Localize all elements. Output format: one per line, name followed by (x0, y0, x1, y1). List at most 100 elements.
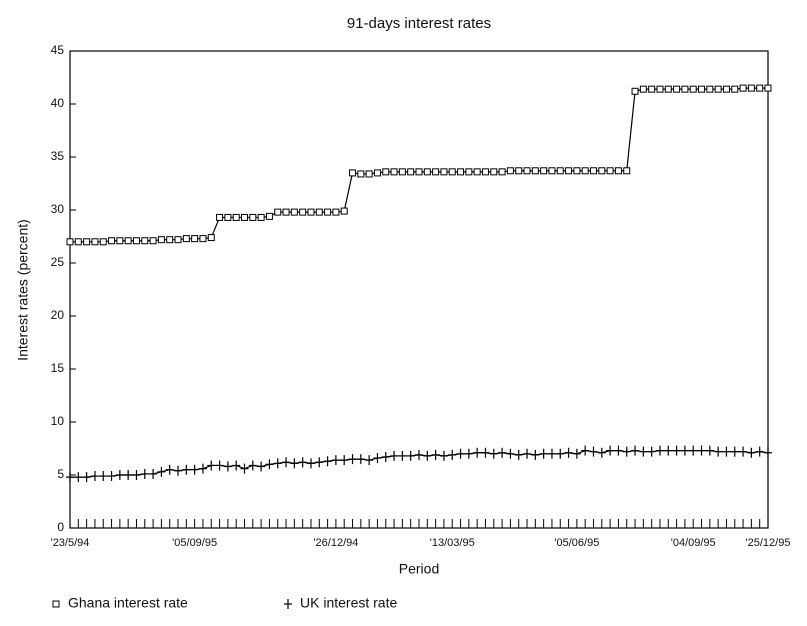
data-point (572, 448, 581, 459)
data-point (223, 461, 232, 472)
data-point (623, 167, 631, 175)
data-point (481, 447, 490, 458)
data-point (664, 445, 673, 456)
data-point (149, 468, 158, 479)
data-point (398, 450, 407, 461)
data-point (647, 446, 656, 457)
data-point (124, 237, 132, 245)
data-point (590, 167, 597, 175)
data-point (207, 234, 215, 242)
data-point (705, 445, 714, 456)
data-point (215, 460, 224, 471)
series-line (70, 87, 768, 243)
data-point (216, 213, 224, 221)
data-point (756, 84, 764, 92)
data-point (349, 169, 357, 177)
data-point (174, 236, 182, 244)
data-point (722, 446, 731, 457)
data-point (290, 208, 298, 216)
data-point (124, 470, 133, 480)
data-point (248, 460, 257, 471)
data-point (66, 472, 74, 483)
data-point (448, 168, 456, 176)
data-point (332, 208, 340, 216)
data-point (91, 238, 99, 246)
data-point (390, 450, 399, 461)
data-point (698, 85, 706, 93)
data-point (439, 450, 448, 461)
data-point (689, 85, 697, 93)
data-point (165, 464, 174, 475)
data-point (531, 449, 540, 460)
data-point (174, 465, 183, 476)
y-tick-label: 10 (51, 414, 65, 428)
data-point (415, 449, 423, 460)
data-point (631, 445, 640, 456)
data-point (714, 85, 722, 93)
data-point (714, 446, 723, 457)
data-point (190, 464, 199, 475)
data-point (82, 472, 91, 483)
data-point (423, 168, 431, 176)
data-point (66, 238, 74, 246)
data-point (182, 235, 190, 243)
data-point (249, 213, 257, 221)
y-tick-label: 15 (51, 361, 65, 375)
data-point (764, 447, 772, 458)
data-point (581, 445, 590, 456)
data-point (198, 463, 207, 474)
chart-title: 91-days interest rates (347, 15, 491, 32)
data-point (240, 463, 249, 474)
data-point (232, 213, 240, 221)
data-point (614, 445, 623, 456)
data-point (282, 208, 290, 216)
data-point (440, 168, 448, 176)
data-point (473, 447, 482, 458)
data-point (224, 213, 232, 221)
x-tick-label: '26/12/94 (313, 537, 358, 549)
data-point (373, 453, 382, 464)
data-point (548, 167, 556, 175)
data-point (406, 450, 415, 461)
data-point (273, 458, 282, 469)
data-point (390, 168, 398, 176)
data-point (315, 457, 324, 468)
x-tick-label: '25/12/95 (746, 537, 791, 549)
data-point (432, 168, 440, 176)
data-point (141, 237, 149, 245)
data-point (356, 454, 365, 465)
x-tick-label: '05/06/95 (554, 537, 599, 549)
data-point (556, 167, 564, 175)
data-point (656, 85, 664, 93)
data-point (274, 208, 282, 216)
data-point (506, 448, 515, 459)
data-point (481, 168, 489, 176)
data-point (382, 168, 390, 176)
data-point (457, 168, 465, 176)
data-point (672, 445, 681, 456)
data-point (90, 471, 99, 482)
data-point (597, 447, 606, 458)
y-tick-label: 45 (51, 43, 65, 57)
data-point (241, 213, 248, 221)
data-point (689, 445, 698, 456)
data-point (506, 167, 514, 175)
data-point (747, 447, 756, 458)
data-point (323, 456, 332, 467)
data-point (99, 471, 108, 482)
x-tick-label: '05/09/95 (172, 537, 217, 549)
data-point (74, 472, 83, 483)
data-point (531, 167, 539, 175)
data-point (107, 471, 116, 482)
data-point (465, 168, 473, 176)
data-point (730, 446, 739, 457)
data-point (523, 448, 532, 459)
y-tick-label: 40 (51, 96, 65, 110)
data-point (348, 454, 357, 465)
data-point (498, 168, 506, 176)
data-point (265, 212, 273, 220)
y-tick-label: 35 (51, 149, 65, 163)
x-tick-label: '13/03/95 (430, 537, 475, 549)
data-point (581, 167, 589, 175)
